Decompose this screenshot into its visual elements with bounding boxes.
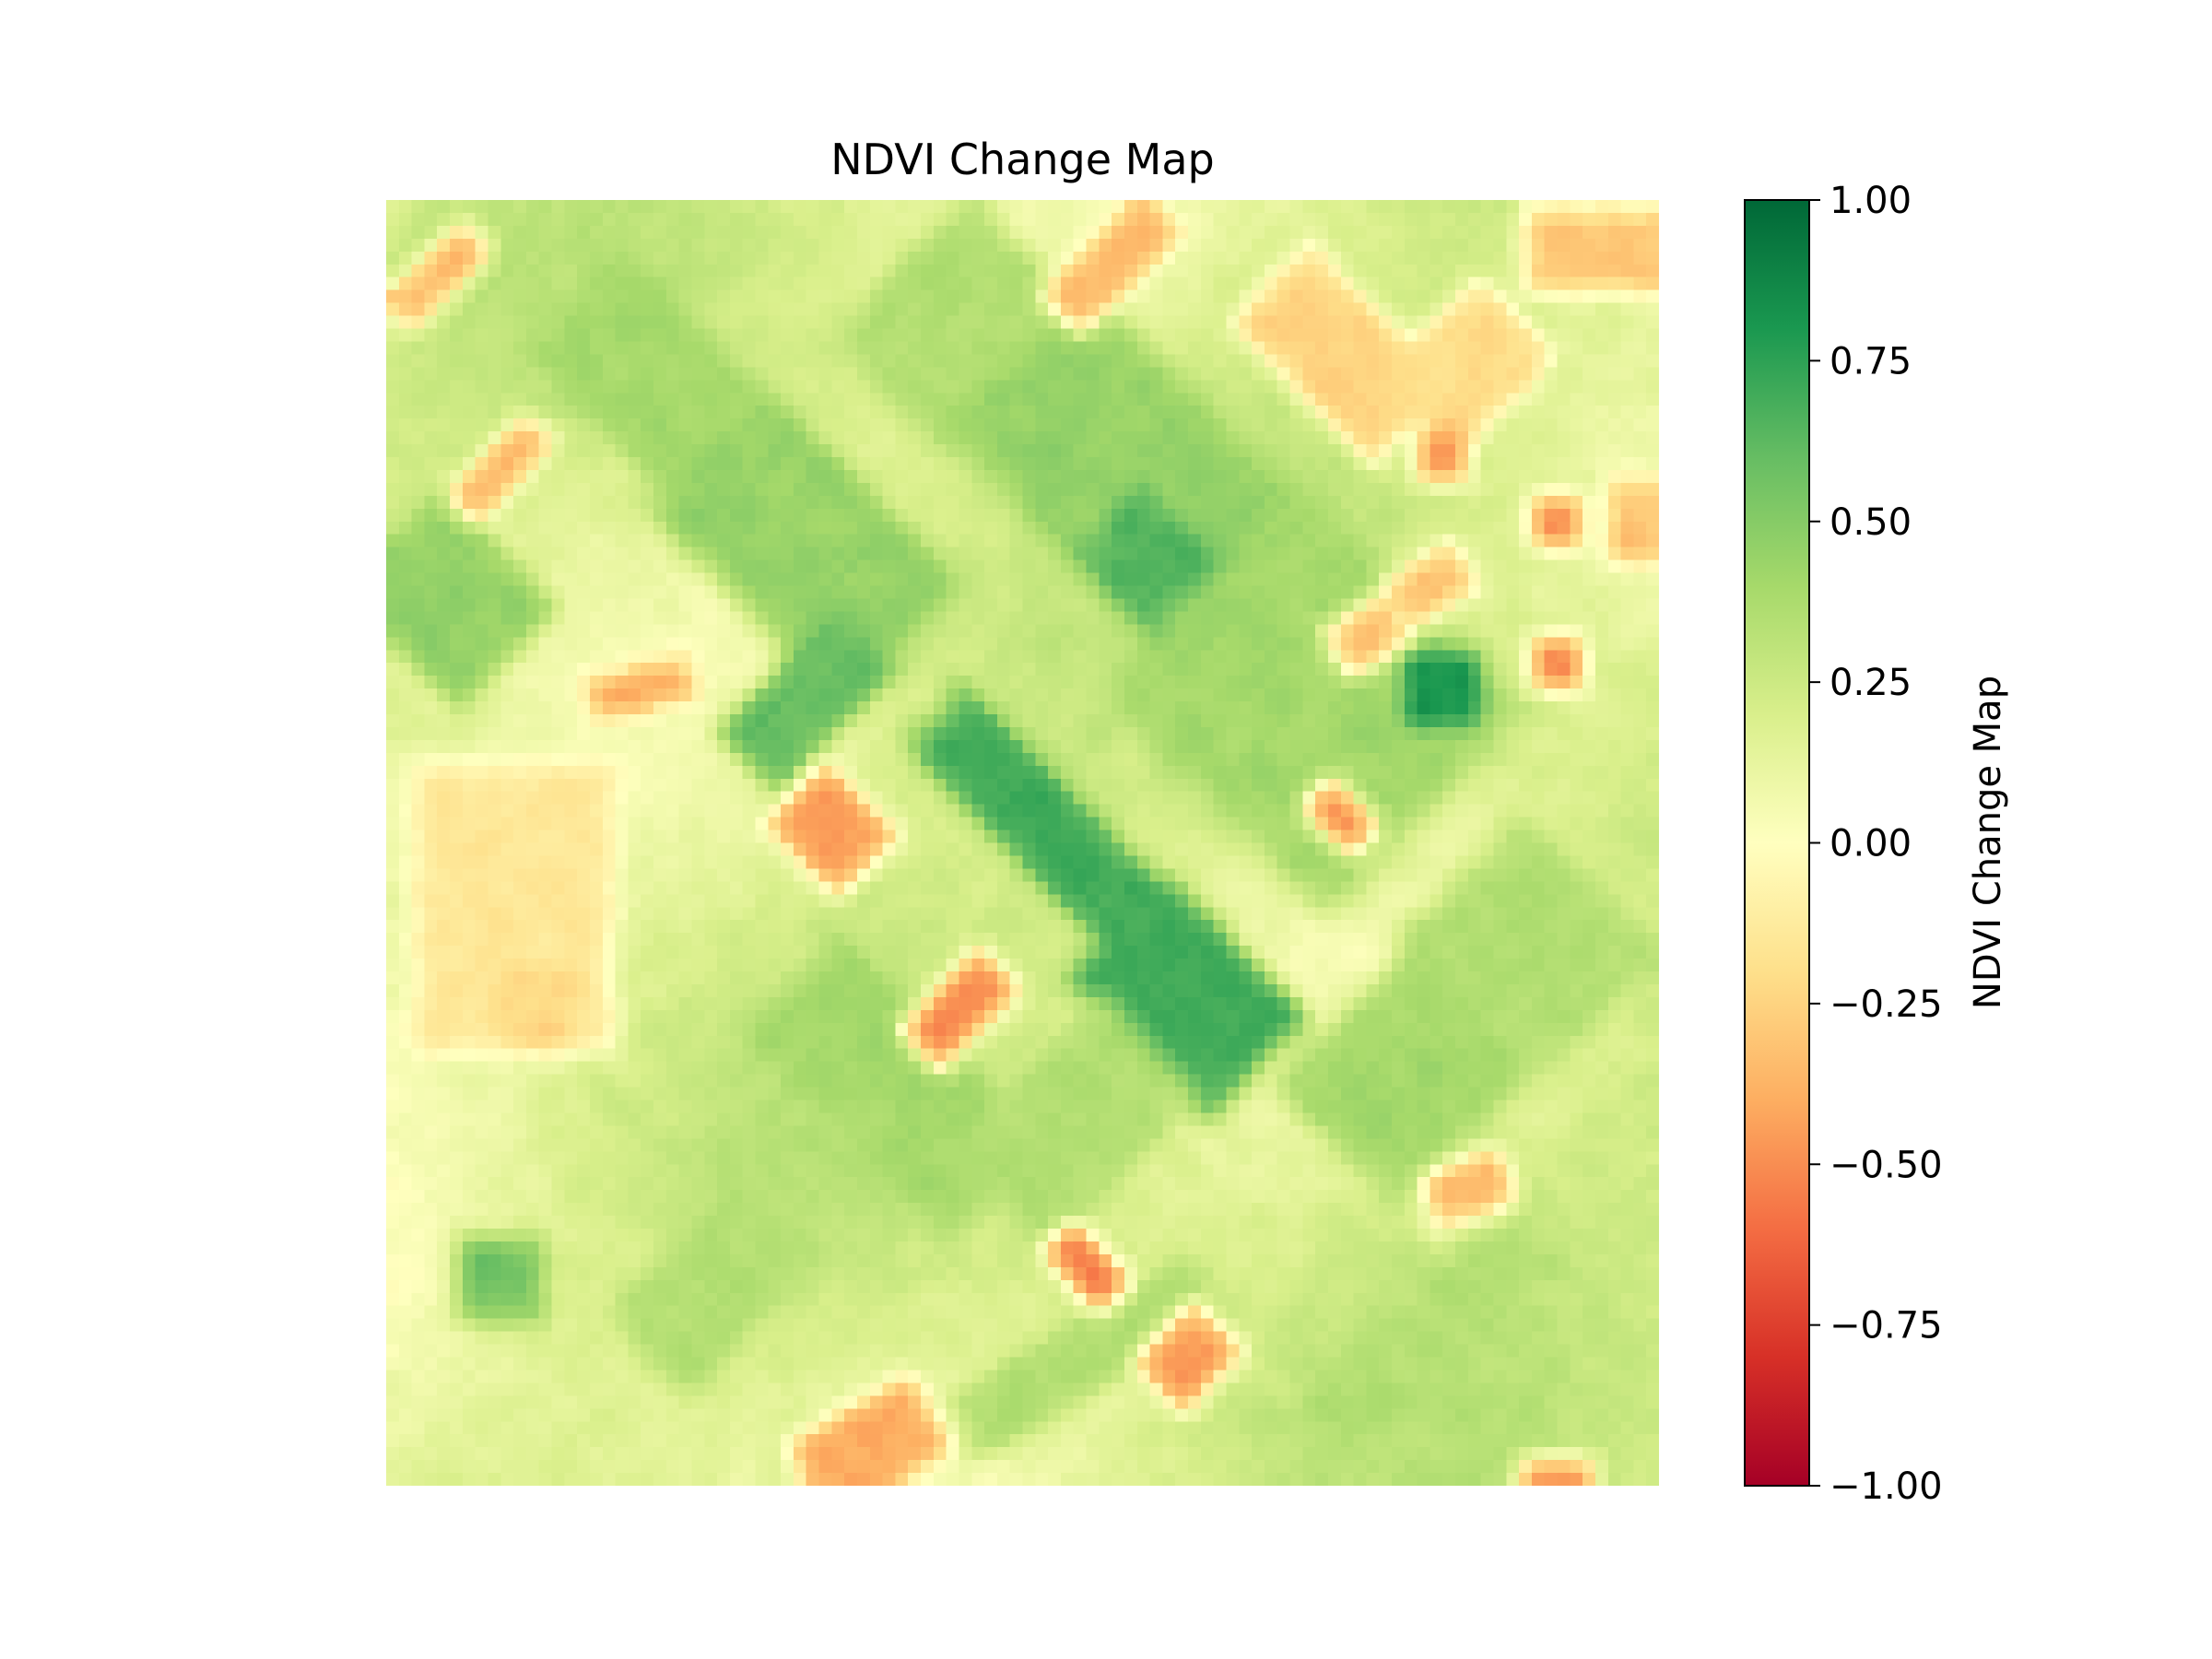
colorbar-label: NDVI Change Map xyxy=(1967,676,2009,1009)
colorbar-gradient xyxy=(1744,199,1810,1487)
colorbar-tick-label: −0.75 xyxy=(1830,1305,1943,1347)
colorbar-tick-label: 0.25 xyxy=(1830,662,1912,704)
colorbar-tick-label: −0.25 xyxy=(1830,983,1943,1026)
chart-title: NDVI Change Map xyxy=(830,135,1215,184)
colorbar-ticks: 1.00 0.75 0.50 0.25 0.00 −0.25 −0.50 −0.75 −1.00 xyxy=(1809,180,1943,1508)
colorbar-tick-label: 0.75 xyxy=(1830,340,1912,382)
colorbar-tick-label: 0.00 xyxy=(1830,823,1912,865)
colorbar-tick-label: 1.00 xyxy=(1830,180,1912,222)
colorbar-tick-label: −1.00 xyxy=(1830,1465,1943,1508)
ndvi-heatmap xyxy=(386,200,1659,1486)
colorbar-tick-label: −0.50 xyxy=(1830,1144,1943,1186)
colorbar-tick-label: 0.50 xyxy=(1830,501,1912,544)
